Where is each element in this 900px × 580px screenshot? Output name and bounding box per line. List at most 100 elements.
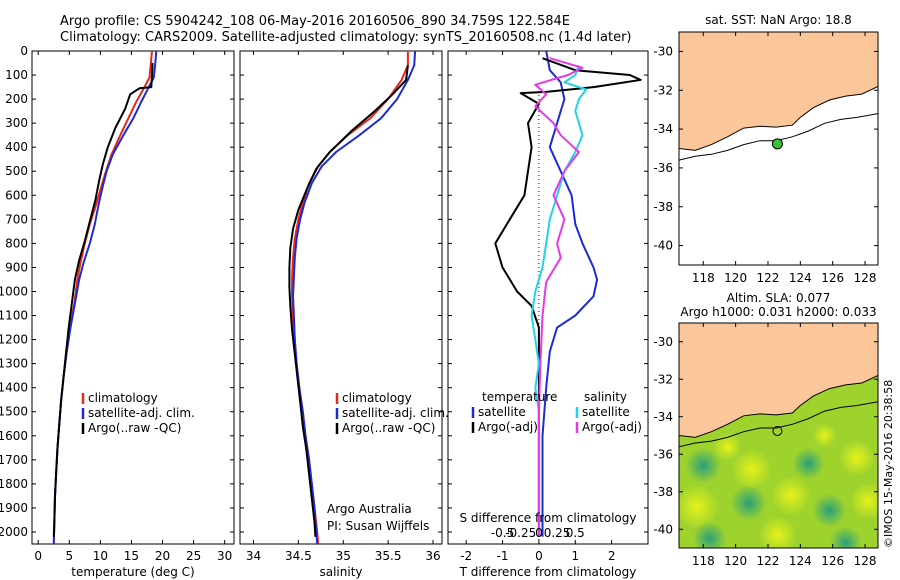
chart-sla-map-field-blob: [692, 521, 727, 548]
chart-temperature-ytick-label: 700: [5, 212, 28, 226]
chart-temperature-xtick-label: 25: [186, 549, 201, 563]
chart-salinity-legend-clim-label: climatology: [342, 391, 412, 405]
chart-temperature-ytick-label: 1300: [0, 357, 28, 371]
chart-sla-map-field-blob: [850, 483, 878, 520]
chart-temperature-ytick-label: 1200: [0, 333, 28, 347]
figure-title-line-2: Climatology: CARS2009. Satellite-adjuste…: [60, 30, 632, 45]
chart-temperature-xtick-label: 30: [217, 549, 232, 563]
chart-sla-map-field-blob: [829, 526, 862, 548]
chart-difference-top-xlabel: S difference from climatology: [460, 511, 637, 525]
chart-salinity-series-2: [288, 65, 409, 537]
figure-title-line-1: Argo profile: CS 5904242_108 06-May-2016…: [60, 14, 570, 29]
chart-temperature-ytick-label: 0: [20, 44, 28, 58]
chart-sla-map-xtick-label: 126: [821, 554, 844, 568]
chart-sla-map-field-blob: [812, 423, 837, 448]
chart-sla-map-ytick-label: -32: [653, 372, 673, 386]
chart-sst-map-xtick-label: 126: [821, 271, 844, 285]
chart-temperature-ytick-label: 1400: [0, 381, 28, 395]
chart-sla-map-field-blob: [838, 440, 875, 476]
chart-difference-series-3: [534, 57, 584, 537]
chart-temperature-ytick-label: 900: [5, 260, 28, 274]
chart-sla-map-xtick-label: 118: [692, 554, 715, 568]
chart-sst-map-argo-marker: [771, 138, 783, 150]
chart-sst-map-ytick-label: -34: [653, 122, 673, 136]
chart-sst-map-ytick-label: -30: [653, 44, 673, 58]
chart-difference-xtick-label: -1: [497, 549, 509, 563]
chart-sla-map-field: [679, 323, 878, 548]
chart-temperature-ytick-label: 1500: [0, 405, 28, 419]
chart-sla-map-field-blob: [713, 432, 742, 461]
chart-difference-top-tick-label: 0.5: [566, 526, 585, 540]
chart-sla-map-ytick-label: -34: [653, 410, 673, 424]
chart-temperature-ytick-label: 1600: [0, 429, 28, 443]
chart-temperature-xtick-label: 0: [34, 549, 42, 563]
chart-salinity-frame: [239, 50, 443, 545]
imos-watermark: ©IMOS 15-May-2016 20:38:58: [882, 379, 895, 548]
chart-difference-series-0: [541, 51, 599, 537]
chart-salinity-xtick-label: 34: [246, 549, 261, 563]
chart-salinity-xlabel: salinity: [319, 565, 362, 579]
chart-temperature-ytick-label: 1700: [0, 453, 28, 467]
chart-temperature-xlabel: temperature (deg C): [71, 565, 194, 579]
chart-temperature-xtick-label: 5: [65, 549, 73, 563]
chart-sst-map-xtick-label: 118: [692, 271, 715, 285]
chart-salinity-credit-2: PI: Susan Wijffels: [327, 519, 429, 533]
chart-difference-legend-temp-header: temperature: [482, 390, 557, 404]
chart-sst-map-xtick-label: 124: [789, 271, 812, 285]
chart-salinity-xtick-label: 35: [336, 549, 351, 563]
chart-sla-map-field-blob: [679, 484, 719, 529]
chart-temperature-legend-clim-label: climatology: [88, 391, 158, 405]
chart-sst-map-field: [679, 32, 878, 265]
chart-sst-map-ytick-label: -36: [653, 161, 673, 175]
chart-temperature-frame: [31, 50, 235, 545]
chart-difference-xtick-label: 2: [608, 549, 616, 563]
chart-sla-map-field-blob: [770, 475, 811, 516]
chart-temperature-ytick-label: 800: [5, 236, 28, 250]
chart-difference-xtick-label: 1: [571, 549, 579, 563]
chart-temperature-ytick-label: 500: [5, 164, 28, 178]
chart-salinity-credit-1: Argo Australia: [327, 502, 412, 516]
chart-sla-map-land: [679, 323, 878, 438]
chart-salinity-xtick-label: 35.5: [375, 549, 402, 563]
chart-temperature-ytick-label: 100: [5, 68, 28, 82]
chart-temperature-ytick-label: 1900: [0, 501, 28, 515]
chart-difference-xlabel: T difference from climatology: [459, 565, 637, 579]
chart-sla-map-xtick-label: 124: [789, 554, 812, 568]
chart-sla-map-field-blob: [758, 515, 797, 548]
chart-temperature-ytick-label: 300: [5, 116, 28, 130]
chart-salinity-series-1: [292, 51, 417, 544]
chart-sla-map-field-blob: [730, 485, 767, 521]
chart-sla-map-xtick-label: 122: [757, 554, 780, 568]
chart-temperature-series-0: [52, 51, 153, 544]
chart-sst-map-frame: [678, 31, 879, 266]
chart-difference-xtick-label: 0: [535, 549, 543, 563]
chart-sla-map-field-blob: [731, 449, 772, 490]
chart-sla-map-title-1: Altim. SLA: 0.077: [727, 291, 831, 305]
chart-difference-top-tick-label: -0.25: [505, 526, 536, 540]
chart-sla-map-title-2: Argo h1000: 0.031 h2000: 0.033: [680, 305, 876, 319]
chart-sla-map-frame: [678, 322, 879, 549]
chart-temperature-legend-sat-label: satellite-adj. clim.: [88, 406, 195, 420]
chart-temperature-ytick-label: 400: [5, 140, 28, 154]
chart-sst-map-land: [679, 32, 878, 151]
chart-temperature-legend-argo-label: Argo(..raw -QC): [88, 421, 181, 435]
chart-difference-xtick-label: -2: [460, 549, 472, 563]
chart-sst-map-xtick-label: 122: [757, 271, 780, 285]
chart-sla-map-xtick-label: 128: [854, 554, 877, 568]
chart-temperature-series-2: [52, 62, 154, 537]
chart-salinity-legend-sat-label: satellite-adj. clim.: [342, 406, 449, 420]
chart-difference-legend-temp-sat-label: satellite: [478, 405, 526, 419]
chart-difference-series-2: [530, 65, 588, 537]
chart-temperature-ytick-label: 1100: [0, 309, 28, 323]
chart-temperature-ytick-label: 1800: [0, 477, 28, 491]
chart-temperature-ytick-label: 2000: [0, 525, 28, 539]
chart-sst-map-title: sat. SST: NaN Argo: 18.8: [705, 13, 852, 27]
chart-salinity-legend-argo-label: Argo(..raw -QC): [342, 421, 435, 435]
chart-sla-map-argo-marker: [772, 425, 783, 436]
chart-temperature-xtick-label: 10: [93, 549, 108, 563]
chart-sla-map-xtick-label: 120: [724, 554, 747, 568]
chart-difference-legend-sal-argo-label: Argo(-adj): [582, 420, 642, 434]
chart-difference-top-tick-label: 0.25: [544, 526, 571, 540]
